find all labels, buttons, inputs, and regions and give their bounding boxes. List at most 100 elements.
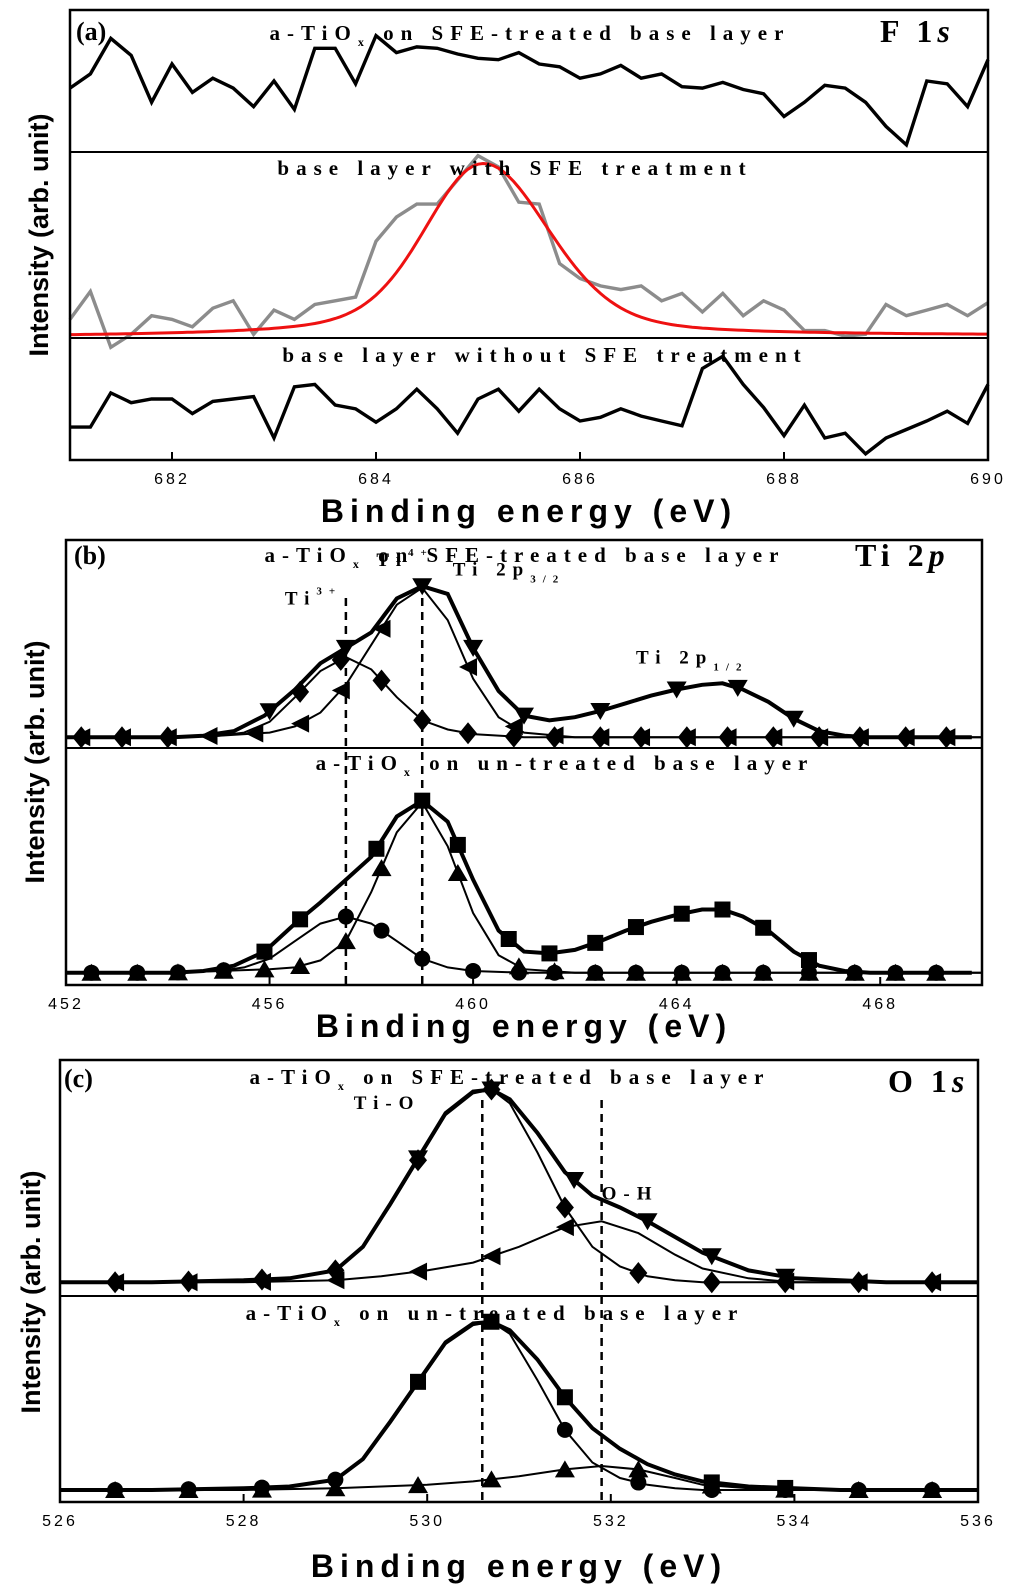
marker-diamond	[555, 1196, 574, 1219]
marker-triangle-down	[564, 1171, 585, 1189]
x-tick-label: 456	[252, 996, 288, 1013]
marker-triangle-up	[508, 957, 529, 975]
marker-square	[587, 934, 604, 951]
marker-triangle-up	[81, 963, 102, 981]
marker-triangle-up	[701, 1476, 722, 1494]
panel-label: (b)	[74, 541, 106, 570]
x-tick-label: 460	[455, 996, 491, 1013]
annotation-main: Ti	[285, 589, 317, 610]
x-tick-label: 686	[562, 471, 598, 488]
marker-triangle-left	[106, 1273, 125, 1292]
title-part: x	[334, 1315, 347, 1329]
marker-circle	[465, 962, 482, 979]
marker-diamond	[409, 1149, 428, 1172]
title-part: on SFE-treated base layer	[371, 21, 791, 45]
marker-triangle-left	[252, 1272, 271, 1291]
series-line-o-h-component	[60, 1464, 978, 1491]
marker-triangle-up	[254, 960, 275, 978]
subpanel-title: a-TiOx on SFE-treated base layer	[250, 1065, 771, 1093]
marker-triangle-up	[625, 963, 646, 981]
subpanel-title: a-TiOx on un-treated base layer	[316, 751, 815, 779]
x-tick-label: 682	[154, 471, 190, 488]
subpanel-1	[68, 153, 989, 350]
marker-triangle-up	[481, 1470, 502, 1488]
element-orbital: p	[926, 537, 950, 573]
element-label: O 1s	[888, 1063, 969, 1099]
plot-frame	[64, 538, 984, 987]
panel-a: a-TiOx on SFE-treated base layer base lay…	[24, 8, 1003, 529]
marker-diamond	[372, 669, 391, 692]
annotation-main: Ti	[376, 550, 408, 571]
marker-triangle-left	[245, 724, 264, 743]
marker-triangle-left	[112, 728, 131, 747]
marker-square	[556, 1389, 573, 1406]
marker-triangle-left	[810, 728, 829, 747]
element-main: O 1	[888, 1063, 952, 1099]
marker-triangle-down	[514, 707, 534, 725]
marker-triangle-down	[727, 679, 748, 697]
marker-triangle-up	[127, 963, 148, 981]
title-part: base layer without SFE treatment	[282, 343, 807, 367]
annotation-main: Ti 2p	[636, 647, 713, 668]
marker-triangle-up	[371, 859, 392, 877]
subpanel-title: base layer with SFE treatment	[277, 156, 752, 180]
title-part: on SFE-treated base layer	[366, 543, 786, 567]
title-part: x	[358, 35, 371, 49]
marker-square	[368, 840, 385, 857]
title-part: on SFE-treated base layer	[351, 1065, 771, 1089]
marker-triangle-up	[554, 1460, 575, 1478]
marker-triangle-up	[251, 1480, 272, 1498]
title-part: base layer with SFE treatment	[277, 156, 752, 180]
series-line-ti3-component	[66, 655, 982, 739]
marker-square	[714, 901, 731, 918]
annotation-sup: 4+	[408, 547, 434, 559]
marker-triangle-down	[463, 639, 484, 657]
marker-triangle-left	[849, 1273, 868, 1292]
y-axis-title: Intensity (arb. unit)	[24, 114, 54, 357]
x-tick-label: 536	[960, 1513, 996, 1530]
marker-circle	[414, 950, 431, 967]
subpanel-title: base layer without SFE treatment	[282, 343, 807, 367]
marker-triangle-left	[326, 1271, 345, 1290]
marker-triangle-left	[632, 728, 651, 747]
title-part: x	[404, 765, 417, 779]
marker-triangle-left	[72, 728, 91, 747]
series-line-raw	[68, 153, 989, 350]
title-part: on un-treated base layer	[347, 1301, 744, 1325]
subpanel-2	[70, 354, 990, 457]
x-tick-label: 688	[766, 471, 802, 488]
marker-triangle-down	[259, 703, 280, 721]
marker-triangle-up	[844, 963, 865, 981]
x-tick-label: 468	[862, 996, 898, 1013]
annotation-main: Ti-O	[354, 1093, 421, 1114]
marker-square	[673, 905, 690, 922]
marker-triangle-up	[798, 963, 819, 981]
marker-triangle-left	[718, 728, 737, 747]
marker-triangle-left	[372, 619, 391, 638]
marker-triangle-up	[926, 963, 947, 981]
annotation-sub: 3/2	[530, 573, 565, 585]
marker-circle	[373, 922, 390, 939]
marker-triangle-left	[896, 728, 915, 747]
marker-square	[755, 919, 772, 936]
x-tick-label: 684	[358, 471, 394, 488]
series-line-ti-o-component	[60, 1088, 978, 1284]
marker-triangle-up	[178, 1480, 199, 1498]
marker-triangle-left	[459, 657, 478, 676]
peak-annotation: Ti4+	[376, 547, 433, 571]
annotation-main: O-H	[602, 1184, 659, 1205]
title-part: a-TiO	[316, 751, 404, 775]
peak-annotation: O-H	[602, 1184, 659, 1205]
title-part: x	[338, 1079, 351, 1093]
marker-triangle-down	[335, 639, 356, 657]
subpanel-title: a-TiOx on SFE-treated base layer	[265, 543, 786, 571]
marker-triangle-up	[447, 863, 468, 881]
x-tick-label: 528	[226, 1513, 262, 1530]
marker-triangle-up	[585, 963, 606, 981]
element-orbital: s	[951, 1063, 969, 1099]
title-part: a-TiO	[265, 543, 353, 567]
element-label: Ti 2p	[855, 537, 950, 573]
annotation-main: Ti 2p	[453, 559, 530, 580]
